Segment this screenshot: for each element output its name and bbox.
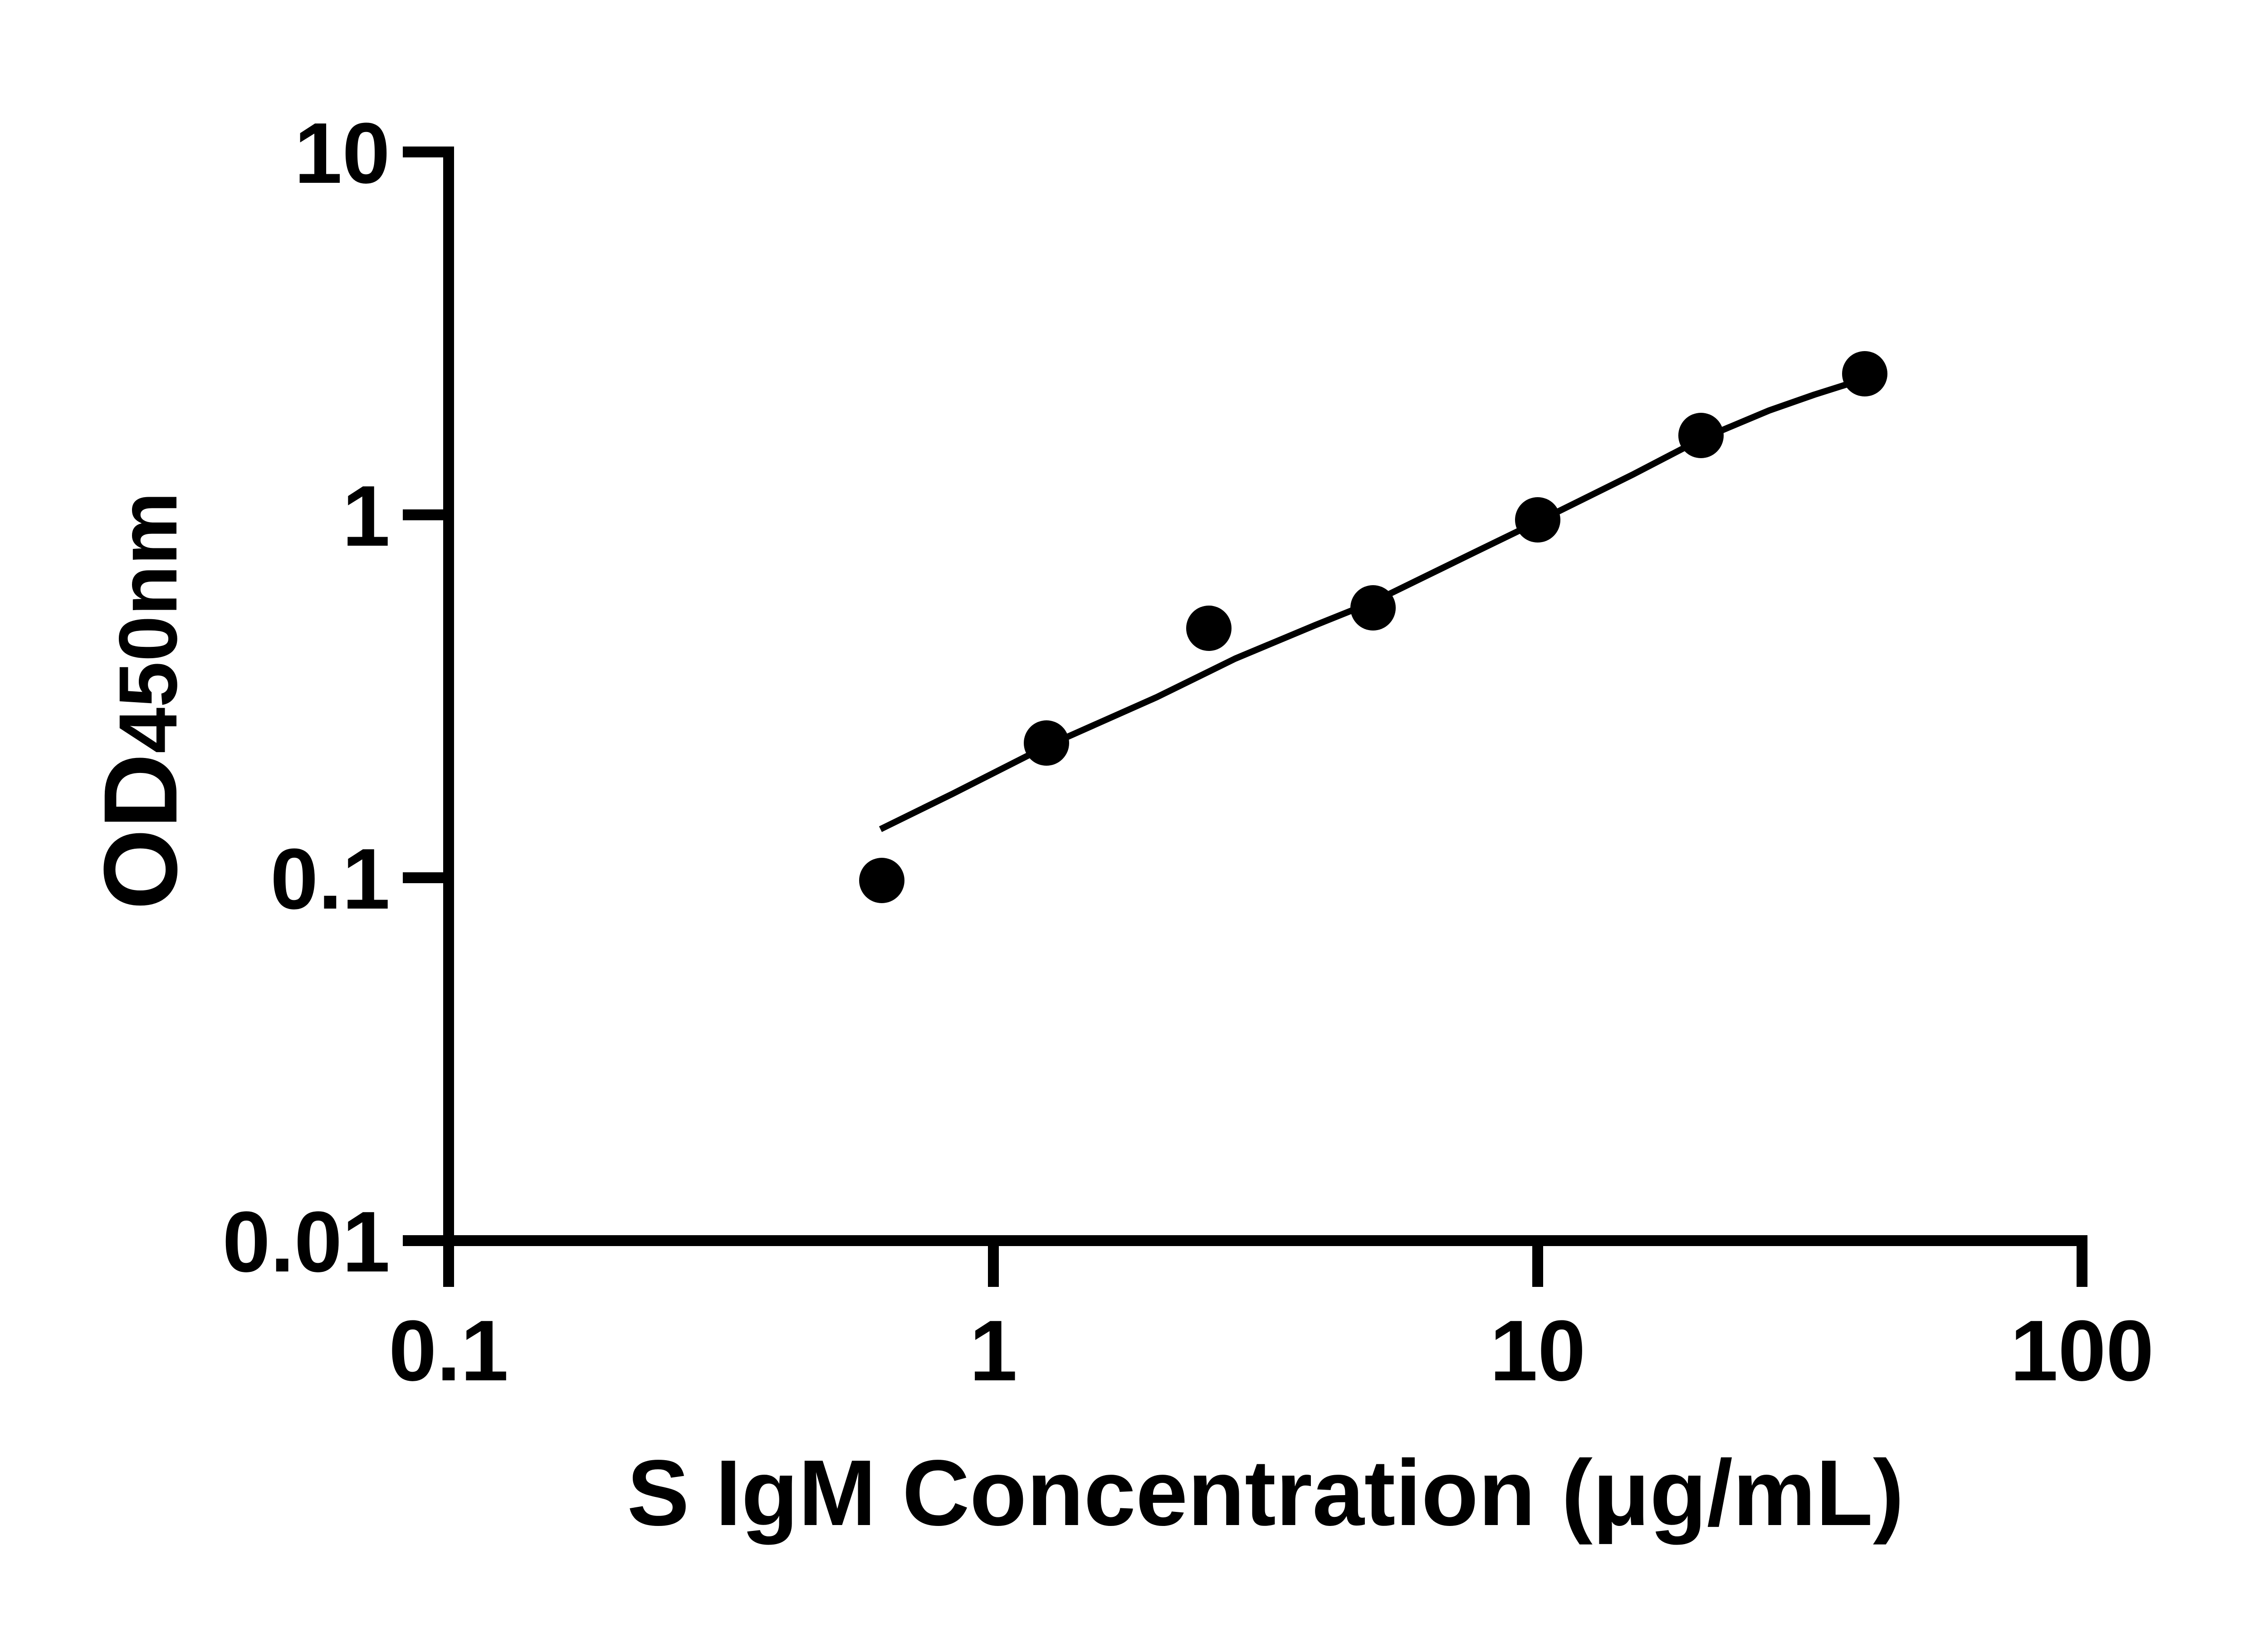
svg-text:100: 100 <box>2010 1303 2154 1399</box>
svg-text:1: 1 <box>969 1303 1017 1399</box>
svg-text:0.1: 0.1 <box>389 1303 508 1399</box>
svg-text:0.01: 0.01 <box>222 1194 390 1290</box>
svg-text:OD450nm: OD450nm <box>82 492 199 910</box>
svg-text:10: 10 <box>1490 1303 1585 1399</box>
svg-text:0.1: 0.1 <box>270 831 390 927</box>
svg-text:10: 10 <box>294 105 390 201</box>
svg-text:1: 1 <box>342 468 390 564</box>
svg-text:S IgM Concentration (μg/mL): S IgM Concentration (μg/mL) <box>627 1441 1904 1545</box>
